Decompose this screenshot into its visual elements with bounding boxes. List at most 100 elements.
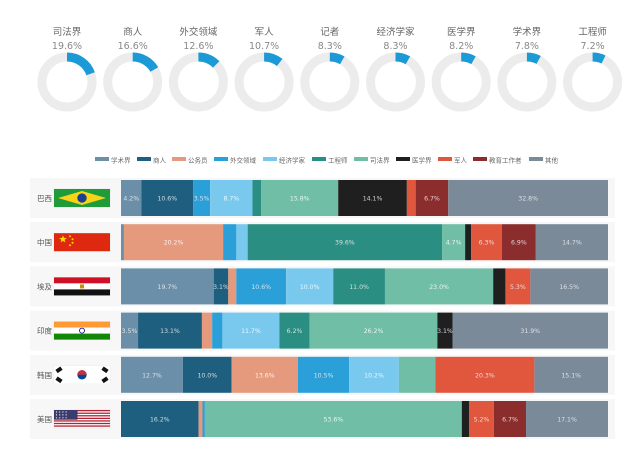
legend-item: 教育工作者 bbox=[473, 156, 522, 165]
data-label: 31.9% bbox=[520, 328, 540, 335]
legend-swatch bbox=[172, 157, 186, 161]
data-label: 3.1% bbox=[437, 328, 453, 335]
data-label: 17.1% bbox=[557, 417, 577, 424]
india-flag-icon bbox=[53, 321, 111, 340]
data-label: 32.8% bbox=[518, 196, 538, 203]
data-label: 10.6% bbox=[251, 284, 271, 291]
bar-segment bbox=[193, 180, 211, 216]
donut-item: 外交领域 12.6% bbox=[168, 26, 228, 112]
bar-segment bbox=[222, 312, 280, 349]
bar-segment bbox=[526, 401, 608, 437]
legend-label: 工程师 bbox=[328, 156, 348, 165]
bar-segment bbox=[468, 401, 494, 437]
donut-item: 学术界 7.8% bbox=[497, 26, 557, 112]
donut-arc bbox=[563, 52, 623, 112]
legend-item: 其他 bbox=[529, 156, 559, 165]
bar-segment bbox=[279, 312, 310, 349]
bar-segment bbox=[435, 356, 535, 393]
legend-label: 其他 bbox=[545, 156, 559, 165]
donut-arc bbox=[366, 52, 425, 112]
data-label: 8.7% bbox=[223, 196, 239, 203]
data-label: 4.7% bbox=[446, 240, 462, 247]
legend-label: 教育工作者 bbox=[489, 156, 522, 165]
data-label: 6.9% bbox=[511, 240, 527, 247]
legend-swatch bbox=[529, 157, 543, 161]
legend-item: 外交领域 bbox=[214, 156, 257, 165]
brazil-flag-icon bbox=[53, 188, 111, 208]
data-label: 11.7% bbox=[241, 328, 261, 335]
bar-segment bbox=[530, 268, 608, 305]
donut-label: 经济学家 bbox=[376, 26, 415, 38]
usa-flag-icon bbox=[53, 409, 111, 429]
data-label: 10.0% bbox=[197, 372, 217, 379]
category-label: 韩国 bbox=[37, 370, 52, 380]
donut-label: 外交领域 bbox=[179, 26, 218, 38]
donut-track bbox=[366, 52, 425, 112]
legend-label: 医学界 bbox=[412, 156, 432, 165]
data-label: 11.0% bbox=[349, 284, 369, 291]
bar-segment bbox=[252, 180, 262, 216]
data-label: 53.6% bbox=[324, 417, 344, 424]
data-label: 20.3% bbox=[475, 372, 495, 379]
bar-segment bbox=[465, 224, 472, 261]
category-label: 印度 bbox=[37, 326, 52, 336]
donut-value: 8.3% bbox=[383, 41, 407, 52]
legend-item: 军人 bbox=[438, 157, 468, 165]
category-row: 巴西 4.2% 10.6% 3.5% 8.7% 15.8% 14.1% 6.7% 32.8% bbox=[30, 178, 615, 218]
donut-arc bbox=[168, 52, 228, 112]
category-label: 中国 bbox=[37, 237, 52, 247]
south-korea-flag-icon bbox=[53, 365, 111, 385]
donut-row: 司法界19.6%商人16.6%外交领域12.6%军人10.7%记者8.3%经济学… bbox=[37, 26, 623, 112]
bar-segment bbox=[182, 356, 232, 393]
legend-label: 商人 bbox=[153, 156, 167, 165]
bar-segment bbox=[442, 224, 466, 261]
bar-segment bbox=[471, 224, 502, 261]
data-label: 20.2% bbox=[164, 240, 184, 247]
data-label: 10.2% bbox=[364, 372, 384, 379]
data-label: 5.3% bbox=[510, 284, 526, 291]
donut-value: 19.6% bbox=[52, 41, 82, 52]
donut-track bbox=[563, 52, 623, 112]
donut-arc bbox=[431, 52, 491, 112]
bar-segment bbox=[212, 312, 223, 349]
legend-item: 工程师 bbox=[312, 156, 348, 165]
category-label: 埃及 bbox=[37, 281, 52, 291]
bar-segment bbox=[286, 268, 334, 305]
category-row: 印度 3.5% 13.1% 11.7% 6.2% 26.2% 3.1% 31.9% bbox=[30, 310, 615, 351]
bar-segment bbox=[213, 268, 229, 305]
bar-segment bbox=[236, 224, 248, 261]
data-label: 14.1% bbox=[363, 196, 383, 203]
data-label: 10.0% bbox=[300, 284, 320, 291]
category-row: 埃及 19.7% 3.1% 10.6% 10.0% 11.0% 23.0% 5.3% 16.5% bbox=[30, 266, 615, 307]
donut-label: 军人 bbox=[255, 27, 275, 38]
bar-segment bbox=[121, 268, 214, 305]
donut-item: 司法界 19.6% bbox=[37, 26, 97, 112]
donut-arc bbox=[37, 52, 97, 112]
data-label: 6.7% bbox=[424, 196, 440, 203]
data-label: 6.3% bbox=[479, 240, 495, 247]
donut-item: 军人 10.7% bbox=[234, 27, 294, 112]
legend-swatch bbox=[137, 157, 151, 161]
bar-segment bbox=[448, 180, 608, 216]
bar-segment bbox=[493, 268, 506, 305]
donut-track bbox=[300, 52, 360, 112]
bar-segment bbox=[123, 224, 224, 261]
legend-item: 商人 bbox=[137, 156, 167, 165]
data-label: 23.0% bbox=[429, 284, 449, 291]
data-label: 10.6% bbox=[157, 196, 177, 203]
legend-label: 军人 bbox=[454, 157, 468, 165]
stacked-bar-chart: 巴西 4.2% 10.6% 3.5% 8.7% 15.8% 14.1% 6.7% 32.8% 中国… bbox=[30, 178, 615, 439]
category-row: 韩国 12.7% 10.0% 13.6% 10.5% 10.2% 20.3% 15.1% bbox=[30, 354, 615, 395]
data-label: 5.2% bbox=[474, 417, 490, 424]
data-label: 13.1% bbox=[160, 328, 180, 335]
donut-arc bbox=[103, 52, 163, 112]
bar-segment bbox=[121, 401, 199, 437]
bar-segment bbox=[121, 312, 139, 349]
legend-swatch bbox=[473, 157, 487, 161]
legend-item: 学术界 bbox=[95, 156, 131, 165]
donut-item: 记者 8.3% bbox=[300, 26, 360, 112]
bar-segment bbox=[236, 268, 287, 305]
data-label: 16.5% bbox=[559, 284, 579, 291]
data-label: 12.7% bbox=[142, 372, 162, 379]
data-label: 10.5% bbox=[314, 372, 334, 379]
